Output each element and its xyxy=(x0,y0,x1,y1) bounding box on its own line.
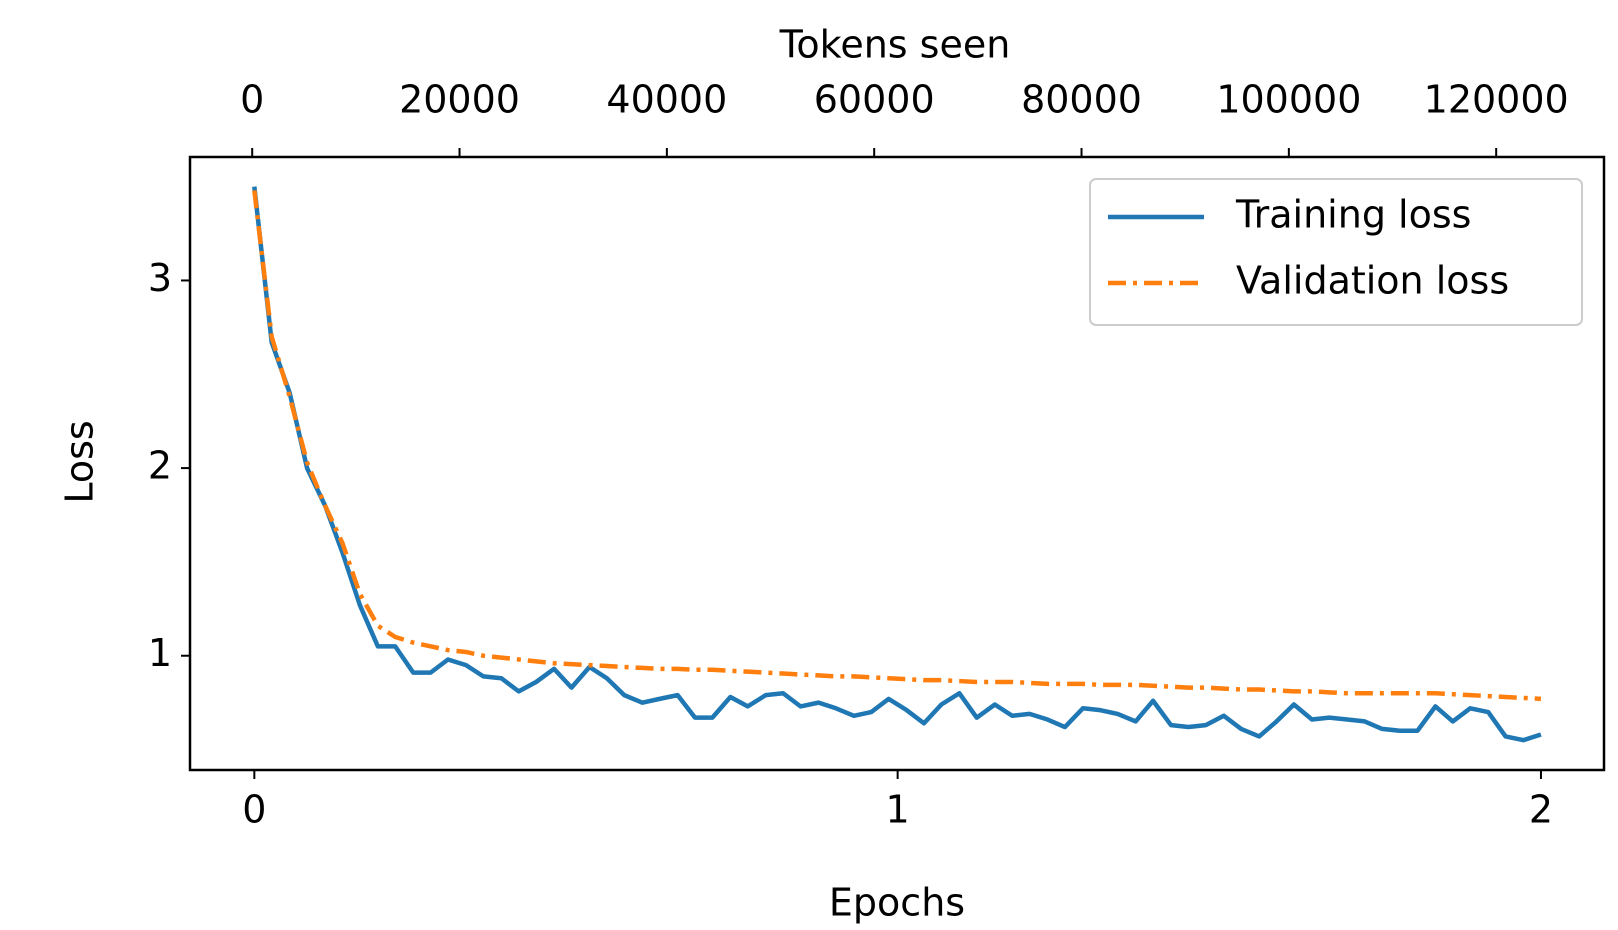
x2-axis-label: Tokens seen xyxy=(779,23,1011,67)
y-tick-label: 1 xyxy=(148,631,172,675)
plot-frame xyxy=(188,155,1606,772)
x2-tick-label: 80000 xyxy=(1021,78,1142,122)
x2-tick-label: 20000 xyxy=(399,78,520,122)
legend-box xyxy=(1089,178,1583,326)
legend-label: Validation loss xyxy=(1236,259,1509,303)
x-tick-label: 2 xyxy=(1529,788,1553,832)
x-tick-label: 1 xyxy=(886,788,910,832)
x2-tick-label: 40000 xyxy=(606,78,727,122)
series-line xyxy=(252,190,1542,702)
y-tick-label: 3 xyxy=(148,256,172,300)
x2-tick-label: 120000 xyxy=(1424,78,1569,122)
x2-tick-label: 0 xyxy=(240,78,264,122)
y-axis-label: Loss xyxy=(58,420,102,503)
x2-tick-label: 100000 xyxy=(1216,78,1361,122)
y-tick-label: 2 xyxy=(148,444,172,488)
legend-label: Training loss xyxy=(1235,193,1471,237)
x-axis-label: Epochs xyxy=(829,881,965,925)
x2-tick-label: 60000 xyxy=(814,78,935,122)
series-line xyxy=(252,186,1542,743)
x-tick-label: 0 xyxy=(242,788,266,832)
